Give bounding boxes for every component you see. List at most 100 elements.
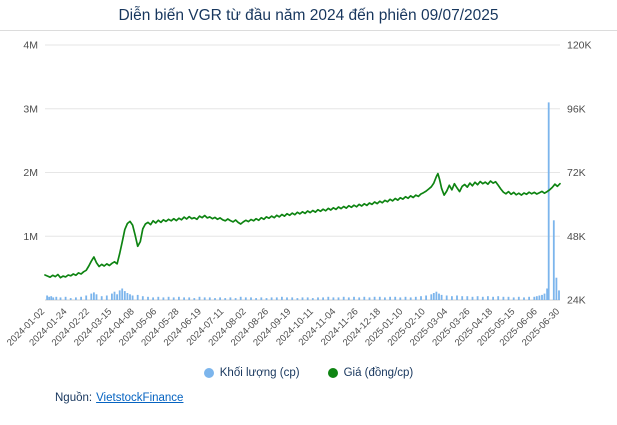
volume-bar [85,295,88,300]
volume-bar [100,296,103,300]
volume-bar [296,298,299,300]
chart-title: Diễn biến VGR từ đầu năm 2024 đến phiên … [0,0,617,31]
volume-bar [558,290,560,300]
volume-bar [432,293,435,300]
volume-bar [172,297,175,300]
volume-bar [471,296,474,300]
volume-bar [75,297,77,300]
volume-bar [373,296,376,300]
source-prefix: Nguồn: [55,392,93,404]
volume-bar [255,298,257,300]
volume-bar [48,296,50,300]
volume-bar [178,296,180,300]
volume-bar [363,296,366,300]
volume-bar [358,297,361,300]
volume-bar [208,297,211,300]
volume-bar [183,297,185,300]
legend: Khối lượng (cp) Giá (đồng/cp) [0,367,617,379]
volume-bar [113,291,116,300]
volume-bar [507,296,510,300]
volume-bar [523,297,525,300]
legend-price-dot [327,368,338,378]
volume-bar [420,296,422,300]
volume-bar [105,295,108,300]
volume-bar [456,295,458,300]
volume-bar [239,296,242,300]
volume-bar [152,297,154,300]
volume-bar [466,296,469,300]
volume-bar [121,288,124,300]
volume-bar [188,297,191,300]
volume-bar [389,296,391,300]
y-axis-label-left: 4M [23,40,38,52]
volume-bar [286,297,288,300]
volume-bar [224,298,227,300]
volume-bar [528,296,530,300]
volume-bar [301,297,304,300]
volume-bar [244,297,247,300]
volume-bar [118,290,121,300]
volume-bar [234,298,237,300]
volume-bar [136,294,139,300]
volume-bar [409,297,412,300]
volume-bar [517,296,520,300]
volume-bar [435,291,438,300]
volume-bar [250,297,252,300]
price-volume-chart: 4M3M2M1M120K96K72K48K24K2024-01-022024-0… [5,40,592,349]
volume-bar [492,296,494,300]
legend-volume-label: Khối lượng (cp) [219,367,300,379]
volume-bar [353,296,355,300]
volume-bar [347,297,350,300]
volume-bar [476,296,479,300]
volume-bar [368,297,371,300]
volume-bar [193,298,196,300]
volume-bar [538,295,541,300]
volume-bar [394,296,397,300]
legend-price-label: Giá (đồng/cp) [343,367,414,379]
volume-bar [131,295,134,300]
volume-bar [123,291,126,300]
volume-bar [547,102,550,301]
volume-bar [502,296,505,300]
volume-bar [59,297,62,300]
source-link[interactable]: VietstockFinance [96,392,184,404]
volume-bar [555,277,558,300]
volume-bar [399,297,402,300]
volume-bar [265,298,268,300]
volume-bar [229,297,232,300]
volume-bar [317,297,319,300]
volume-bar [52,297,55,300]
volume-bar [384,297,386,300]
volume-bar [404,296,407,300]
volume-bar [129,294,131,300]
volume-bar [116,294,118,300]
volume-bar [533,296,536,300]
volume-bar [512,297,515,300]
legend-item-volume[interactable]: Khối lượng (cp) [203,367,300,379]
volume-bar [90,293,93,300]
volume-bar [543,293,546,300]
volume-bar [425,295,427,300]
volume-bar [69,298,72,300]
volume-bar [64,296,67,300]
volume-bar [219,297,221,300]
volume-bar [311,298,314,300]
volume-bar [440,294,443,300]
volume-bar [80,296,82,300]
y-axis-label-left: 3M [23,103,38,115]
volume-bar [126,293,129,300]
volume-bar [438,293,440,300]
volume-bar [46,295,48,300]
volume-bar [535,296,538,300]
y-axis-label-right: 96K [567,103,586,115]
volume-bar [378,296,381,300]
volume-bar [203,297,206,300]
volume-bar [291,297,294,300]
volume-bar [541,294,543,300]
volume-bar [55,296,58,300]
y-axis-label-right: 72K [567,167,586,179]
volume-bar [337,297,340,300]
volume-bar [487,296,489,300]
volume-bar [497,296,500,300]
legend-item-price[interactable]: Giá (đồng/cp) [327,367,414,379]
